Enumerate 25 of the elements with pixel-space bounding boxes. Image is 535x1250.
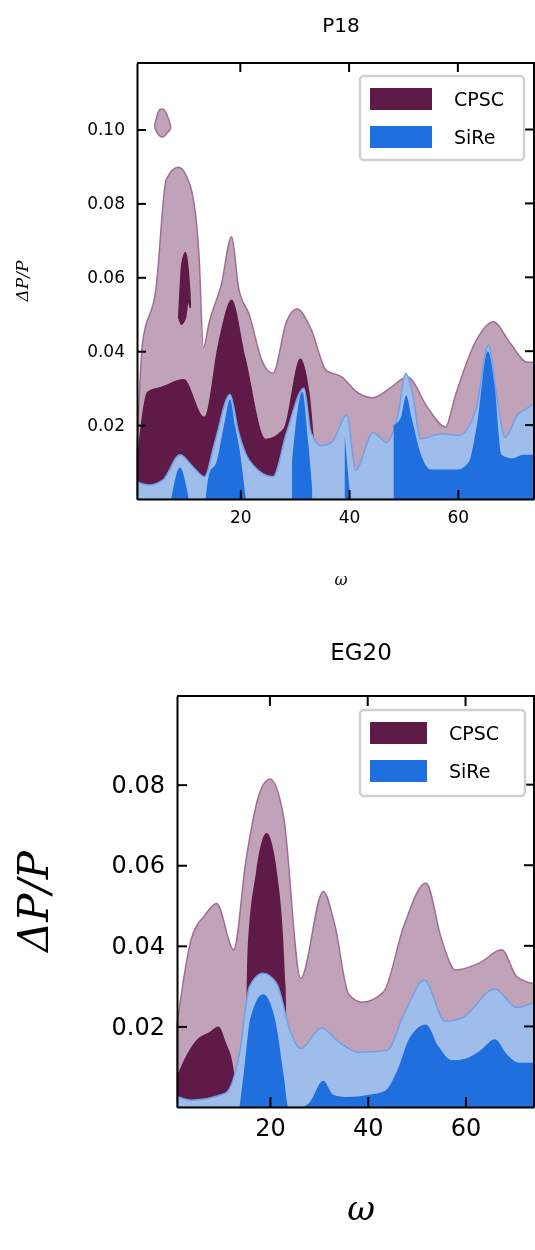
x-tick-label: 40 [352,1114,384,1143]
legend-label: SiRe [454,126,496,148]
y-tick-label: 0.02 [87,415,125,436]
y-tick-label: 0.06 [87,267,125,288]
x-axis-title: ω [334,570,348,589]
y-tick-label: 0.02 [111,1012,165,1041]
legend-label: CPSC [454,88,505,110]
x-tick-label: 20 [230,507,252,528]
y-tick-label: 0.10 [87,119,125,140]
y-tick-label: 0.04 [87,341,125,362]
x-axis-title: ω [347,1188,375,1228]
y-axis-title: ΔP/P [9,850,58,955]
y-tick-label: 0.06 [111,851,165,880]
y-tick-label: 0.04 [111,932,165,960]
legend-label: CPSC [449,722,500,744]
y-tick-label: 0.08 [111,770,165,799]
x-tick-label: 60 [447,507,470,528]
y-tick-label: 0.08 [87,193,125,214]
chart-title: P18 [322,13,360,37]
x-tick-label: 40 [338,507,361,528]
x-tick-label: 60 [450,1114,482,1143]
legend-label: SiRe [449,760,491,782]
chart-title: EG20 [330,639,392,665]
x-tick-label: 20 [255,1114,286,1143]
y-axis-title: ΔP/P [12,260,32,303]
